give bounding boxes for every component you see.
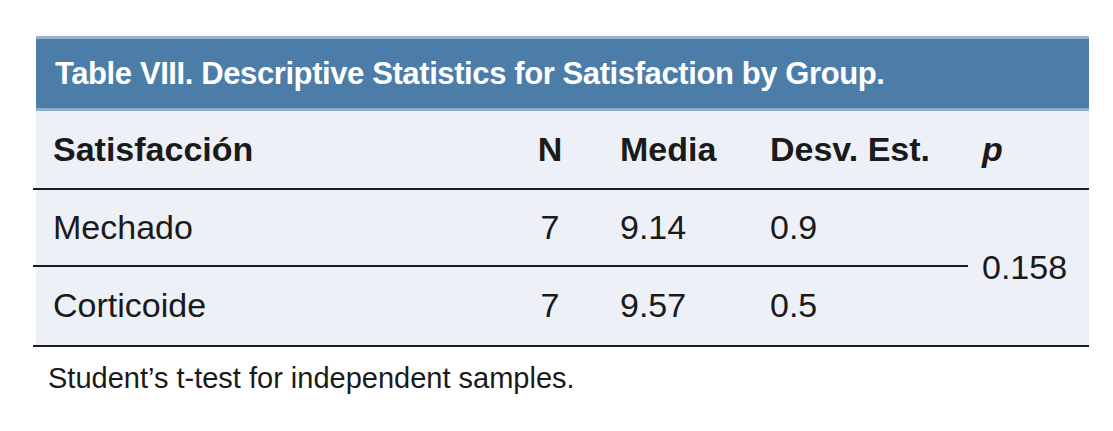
row-corticoide-group: Corticoide bbox=[53, 265, 510, 345]
statistics-table: Table VIII. Descriptive Statistics for S… bbox=[36, 36, 1089, 345]
column-header-satisfaccion: Satisfacción bbox=[53, 130, 510, 169]
row-mechado-media: 9.14 bbox=[590, 190, 740, 265]
column-header-desv-est: Desv. Est. bbox=[740, 130, 954, 169]
table-title-bar: Table VIII. Descriptive Statistics for S… bbox=[36, 36, 1089, 111]
table-title: Table VIII. Descriptive Statistics for S… bbox=[55, 56, 884, 92]
row-corticoide-n: 7 bbox=[510, 265, 590, 345]
row-mechado-group: Mechado bbox=[53, 190, 510, 265]
column-header-p: p bbox=[954, 130, 1089, 169]
table-bottom-line bbox=[33, 345, 1089, 347]
table-footnote: Student’s t-test for independent samples… bbox=[48, 362, 575, 395]
table-data-rows: Mechado 7 9.14 0.9 0.158 Corticoide 7 9.… bbox=[36, 190, 1089, 345]
p-value-cell: 0.158 bbox=[954, 190, 1089, 345]
row-divider-line bbox=[33, 265, 968, 267]
column-header-n: N bbox=[510, 130, 590, 169]
row-mechado-desv-est: 0.9 bbox=[740, 190, 954, 265]
column-header-media: Media bbox=[590, 130, 740, 169]
table-header-row: Satisfacción N Media Desv. Est. p bbox=[36, 111, 1089, 188]
page: Table VIII. Descriptive Statistics for S… bbox=[0, 0, 1113, 431]
row-mechado-n: 7 bbox=[510, 190, 590, 265]
row-corticoide-desv-est: 0.5 bbox=[740, 265, 954, 345]
table-body: Satisfacción N Media Desv. Est. p Mechad… bbox=[36, 111, 1089, 345]
row-corticoide-media: 9.57 bbox=[590, 265, 740, 345]
